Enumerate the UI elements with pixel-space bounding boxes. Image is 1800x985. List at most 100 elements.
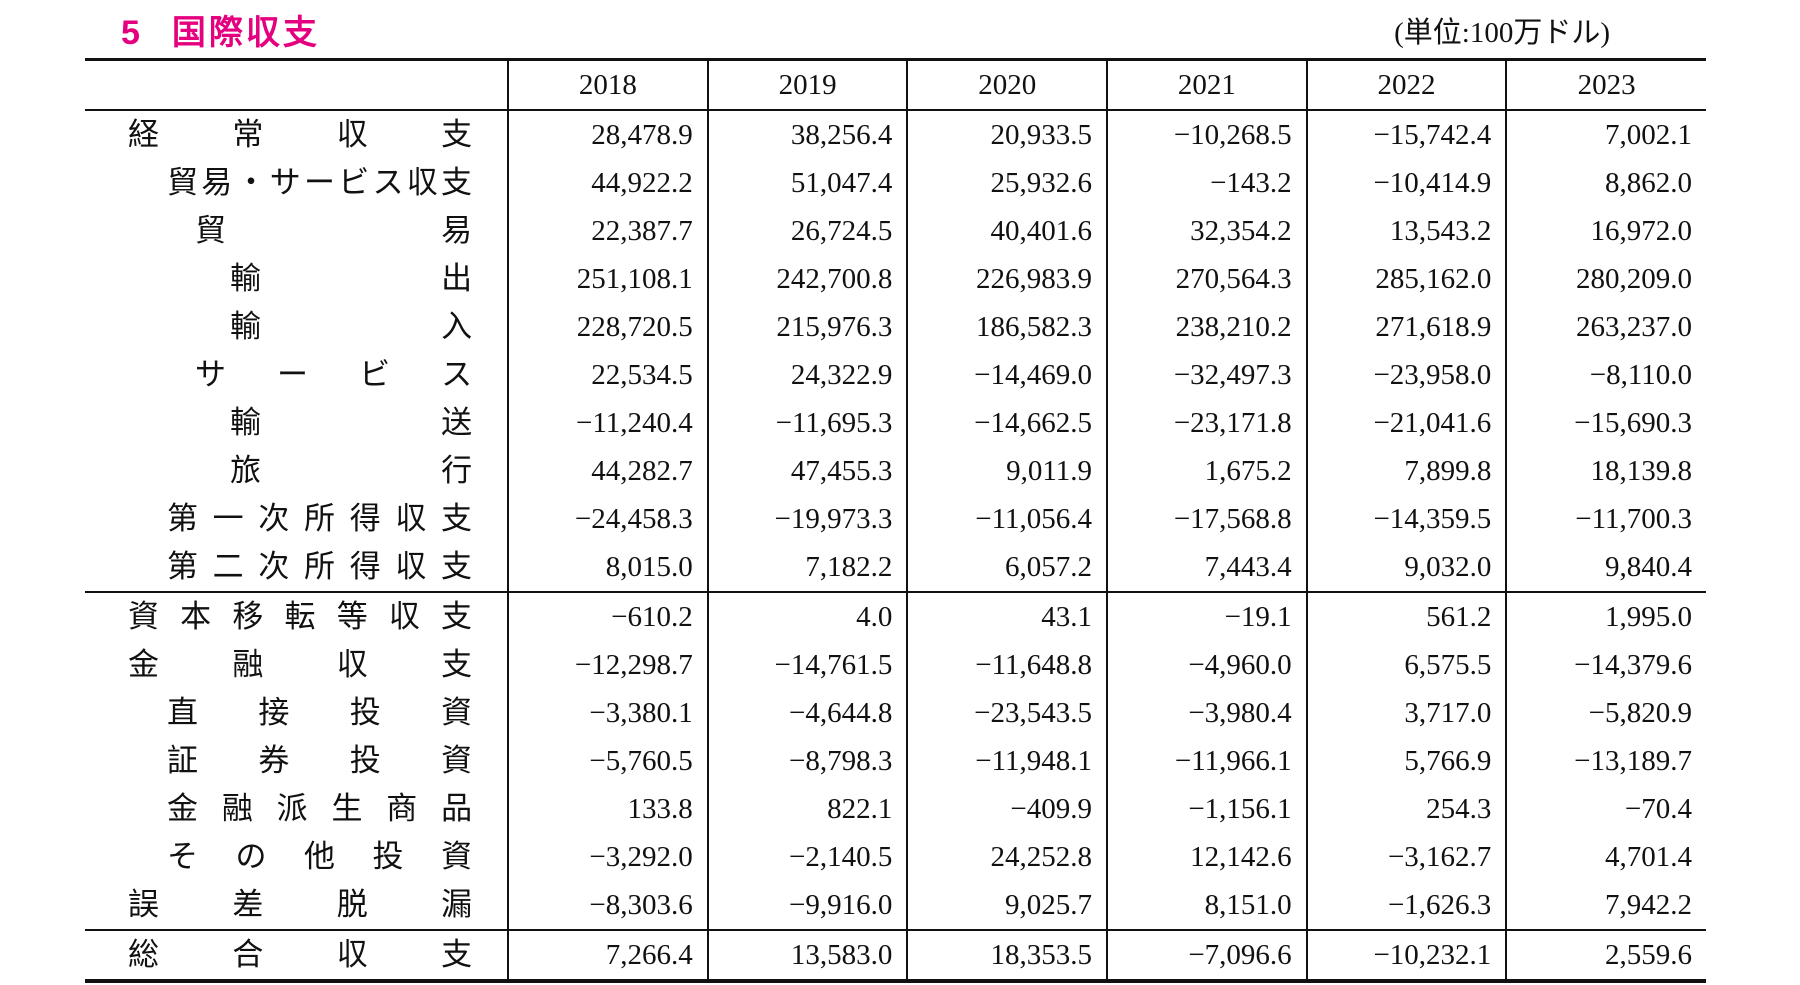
row-label-cell: その他投資 [85,833,508,881]
value-cell: −9,916.0 [706,881,908,930]
value-cell: −14,761.5 [706,641,908,689]
value-cell: −19.1 [1106,591,1307,641]
row-label-cell: 総合収支 [85,929,509,981]
value-cell: −10,268.5 [1106,110,1307,159]
value-cell: 561.2 [1305,591,1507,641]
row-label-cell: サービス [85,351,508,399]
year-header: 2023 [1505,59,1706,111]
value-cell: 22,534.5 [507,351,708,399]
value-cell: 271,618.9 [1305,303,1507,351]
table-row: 第一次所得収支 −24,458.3 −19,973.3 −11,056.4 −17,56… [85,495,1706,543]
value-cell: −23,958.0 [1305,351,1507,399]
row-label: 金融収支 [128,647,473,682]
value-cell: 238,210.2 [1106,303,1307,351]
value-cell: −3,980.4 [1106,689,1307,737]
value-cell: −4,960.0 [1106,641,1307,689]
value-cell: −14,662.5 [906,399,1108,447]
year-header: 2022 [1305,59,1507,111]
row-label: 輸出 [230,261,473,296]
row-label: 第一次所得収支 [167,501,473,536]
table-body: 経常収支 28,478.9 38,256.4 20,933.5 −10,268.5 −15… [85,110,1706,981]
value-cell: 44,922.2 [507,159,708,207]
row-label-cell: 資本移転等収支 [85,591,509,641]
value-cell: 12,142.6 [1106,833,1307,881]
value-cell: −21,041.6 [1305,399,1507,447]
value-cell: −610.2 [507,591,708,641]
value-cell: −23,543.5 [906,689,1108,737]
table-row: その他投資 −3,292.0 −2,140.5 24,252.8 12,142.6 −3,… [85,833,1706,881]
value-cell: −3,380.1 [507,689,708,737]
row-label-cell: 経常収支 [85,110,508,159]
row-label: その他投資 [167,839,473,874]
value-cell: 9,032.0 [1305,543,1507,592]
value-cell: 8,151.0 [1106,881,1307,930]
value-cell: −24,458.3 [507,495,708,543]
row-label-cell: 輸送 [85,399,508,447]
unit-note: (単位:100万ドル) [1394,17,1610,49]
section-number: 5 [121,14,140,52]
row-label-cell: 第二次所得収支 [85,543,508,592]
value-cell: −8,303.6 [507,881,708,930]
row-label-cell: 直接投資 [85,689,508,737]
year-header: 2020 [906,59,1108,111]
value-cell: 228,720.5 [507,303,708,351]
value-cell: 1,675.2 [1106,447,1307,495]
value-cell: 16,972.0 [1505,207,1706,255]
value-cell: −3,292.0 [507,833,708,881]
value-cell: 7,266.4 [507,929,708,981]
year-header: 2018 [507,59,708,111]
value-cell: 9,025.7 [906,881,1108,930]
value-cell: 280,209.0 [1505,255,1706,303]
value-cell: −15,742.4 [1305,110,1507,159]
table-row: 旅行 44,282.7 47,455.3 9,011.9 1,675.2 7,899.8 1… [85,447,1706,495]
header-corner-cell [85,59,509,111]
value-cell: −10,414.9 [1305,159,1507,207]
value-cell: 44,282.7 [507,447,708,495]
value-cell: −3,162.7 [1305,833,1507,881]
value-cell: −8,798.3 [706,737,908,785]
value-cell: 13,543.2 [1305,207,1507,255]
value-cell: 6,575.5 [1305,641,1507,689]
value-cell: 3,717.0 [1305,689,1507,737]
year-header: 2021 [1106,59,1307,111]
value-cell: −11,240.4 [507,399,708,447]
value-cell: −70.4 [1505,785,1706,833]
value-cell: 25,932.6 [906,159,1108,207]
value-cell: 7,182.2 [706,543,908,592]
value-cell: 7,443.4 [1106,543,1307,592]
value-cell: −19,973.3 [706,495,908,543]
table-row: 輸送 −11,240.4 −11,695.3 −14,662.5 −23,171.8 −2… [85,399,1706,447]
row-label: 第二次所得収支 [167,549,473,584]
row-label: 輸入 [230,309,473,344]
table-row: 第二次所得収支 8,015.0 7,182.2 6,057.2 7,443.4 9,032… [85,543,1706,592]
row-label: 貿易・サービス収支 [167,165,472,200]
value-cell: 28,478.9 [507,110,708,159]
table-row: 金融派生商品 133.8 822.1 −409.9 −1,156.1 254.3 −70.4 [85,785,1706,833]
value-cell: −143.2 [1106,159,1307,207]
value-cell: −14,469.0 [906,351,1108,399]
section-title: 5 国際収支 [121,5,320,54]
value-cell: 4.0 [706,591,908,641]
row-label: 直接投資 [167,695,473,730]
value-cell: 242,700.8 [706,255,908,303]
table-row: 資本移転等収支 −610.2 4.0 43.1 −19.1 561.2 1,995.0 [85,591,1706,641]
value-cell: 40,401.6 [906,207,1108,255]
value-cell: 270,564.3 [1106,255,1307,303]
row-label: 旅行 [230,453,473,488]
row-label: 資本移転等収支 [128,599,473,634]
value-cell: 186,582.3 [906,303,1108,351]
value-cell: 285,162.0 [1305,255,1507,303]
table-row: 直接投資 −3,380.1 −4,644.8 −23,543.5 −3,980.4 3,7… [85,689,1706,737]
value-cell: −11,948.1 [906,737,1108,785]
value-cell: 18,353.5 [906,929,1108,981]
value-cell: 24,252.8 [906,833,1108,881]
value-cell: 8,862.0 [1505,159,1706,207]
balance-of-payments-table: 2018 2019 2020 2021 2022 2023 経常収支 28,478.9 38,… [85,58,1706,983]
value-cell: −409.9 [906,785,1108,833]
row-label-cell: 誤差脱漏 [85,881,508,930]
row-label: 経常収支 [128,117,473,152]
value-cell: 26,724.5 [706,207,908,255]
table-row: 輸出 251,108.1 242,700.8 226,983.9 270,564.3 28… [85,255,1706,303]
value-cell: 7,942.2 [1505,881,1706,930]
value-cell: −1,156.1 [1106,785,1307,833]
